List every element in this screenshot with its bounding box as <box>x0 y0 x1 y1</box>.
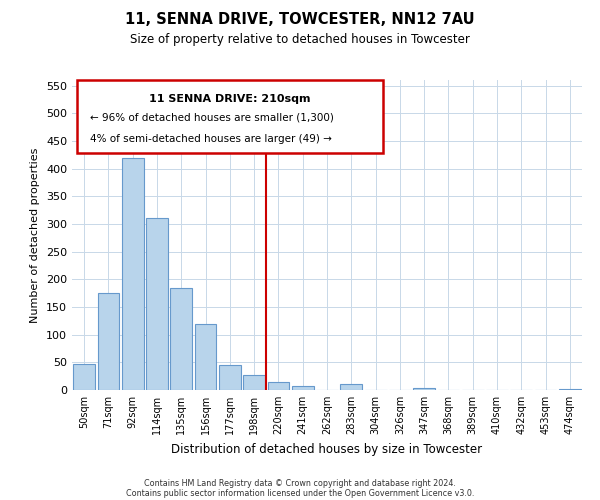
Text: 4% of semi-detached houses are larger (49) →: 4% of semi-detached houses are larger (4… <box>90 134 332 144</box>
Text: ← 96% of detached houses are smaller (1,300): ← 96% of detached houses are smaller (1,… <box>90 112 334 122</box>
Bar <box>268 382 289 390</box>
Bar <box>97 293 119 390</box>
Bar <box>194 324 217 390</box>
Bar <box>146 218 168 390</box>
Y-axis label: Number of detached properties: Number of detached properties <box>31 148 40 322</box>
Bar <box>243 375 265 390</box>
FancyBboxPatch shape <box>77 80 383 153</box>
Bar <box>73 364 95 390</box>
Bar <box>122 158 143 390</box>
Bar <box>413 388 435 390</box>
Text: Contains HM Land Registry data © Crown copyright and database right 2024.: Contains HM Land Registry data © Crown c… <box>144 478 456 488</box>
Text: Size of property relative to detached houses in Towcester: Size of property relative to detached ho… <box>130 32 470 46</box>
Bar <box>170 288 192 390</box>
X-axis label: Distribution of detached houses by size in Towcester: Distribution of detached houses by size … <box>172 442 482 456</box>
Bar <box>292 386 314 390</box>
Bar <box>219 364 241 390</box>
Text: 11 SENNA DRIVE: 210sqm: 11 SENNA DRIVE: 210sqm <box>149 94 311 104</box>
Text: 11, SENNA DRIVE, TOWCESTER, NN12 7AU: 11, SENNA DRIVE, TOWCESTER, NN12 7AU <box>125 12 475 28</box>
Text: Contains public sector information licensed under the Open Government Licence v3: Contains public sector information licen… <box>126 488 474 498</box>
Bar <box>340 384 362 390</box>
Bar <box>559 389 581 390</box>
